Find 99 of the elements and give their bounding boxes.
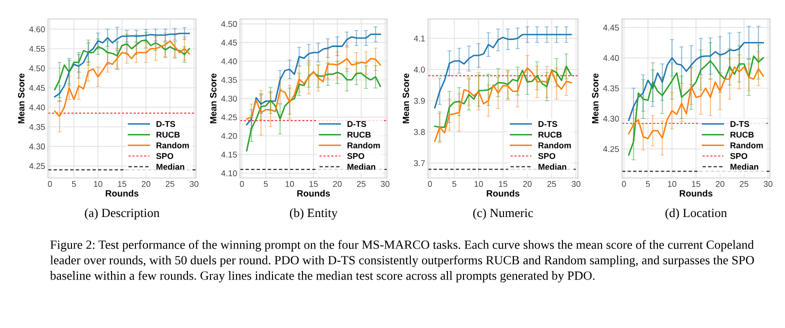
y-tick-label: 4.50: [221, 21, 237, 27]
y-tick-label: 4.10: [221, 170, 237, 176]
x-tick-label: 5: [452, 181, 456, 187]
x-tick-label: 15: [118, 181, 126, 187]
y-tick-label: 3.8: [414, 129, 425, 135]
line-series: [54, 32, 190, 98]
y-tick-label: 4.45: [603, 24, 619, 31]
x-tick-label: 10: [286, 181, 294, 187]
line-series: [628, 66, 764, 140]
y-tick-label: 4.40: [29, 104, 45, 110]
y-tick-label: 4.30: [603, 116, 619, 122]
y-tick-label: 4.40: [603, 55, 619, 61]
x-tick-label: 30: [190, 181, 198, 187]
x-tick-label: 20: [523, 181, 532, 187]
x-tick-label: 30: [380, 181, 390, 187]
legend-label: RUCB: [156, 132, 180, 138]
y-axis-title: Mean Score: [402, 73, 410, 124]
ref-line-label: Median: [156, 164, 184, 170]
ref-line-label: Median: [538, 164, 566, 170]
y-tick-label: 4.30: [221, 96, 237, 102]
text: (d) Location: [665, 208, 727, 220]
y-tick-label: 4.25: [221, 114, 237, 120]
x-tick-label: 20: [716, 181, 724, 187]
y-tick-label: 4.15: [221, 152, 237, 158]
x-tick-label: 25: [166, 181, 174, 187]
ref-line-label: Median: [348, 164, 376, 170]
y-axis-title: Mean Score: [210, 73, 216, 124]
x-axis-title: Rounds: [680, 190, 712, 197]
y-tick-label: 4.25: [29, 163, 45, 169]
x-tick-label: 25: [357, 181, 366, 187]
legend-label: Random: [730, 142, 763, 148]
y-tick-label: 4.35: [29, 124, 45, 130]
x-axis-title: Rounds: [297, 190, 330, 197]
legend-label: RUCB: [348, 132, 371, 138]
x-axis-title: Rounds: [106, 190, 138, 197]
legend-label: D-TS: [156, 121, 176, 127]
x-tick-label: 10: [668, 181, 676, 187]
x-tick-label: 20: [333, 181, 342, 187]
x-tick-label: 15: [692, 181, 700, 187]
x-tick-label: 0: [48, 181, 52, 187]
y-tick-label: 4.30: [29, 144, 45, 150]
legend-label: Random: [538, 142, 571, 148]
y-tick-label: 4.0: [414, 66, 425, 73]
legend-label: SPO: [156, 153, 174, 159]
x-tick-label: 10: [94, 181, 102, 187]
y-tick-label: 4.40: [221, 58, 237, 64]
text: (a) Description: [84, 208, 160, 220]
x-tick-label: 0: [428, 181, 432, 187]
x-tick-label: 0: [622, 181, 626, 187]
y-tick-label: 4.35: [221, 77, 237, 83]
legend-label: SPO: [347, 153, 364, 159]
y-tick-label: 3.7: [414, 160, 425, 166]
y-tick-label: 4.20: [221, 133, 237, 139]
legend-label: D-TS: [730, 121, 750, 127]
x-tick-label: 10: [474, 181, 483, 187]
legend-label: Random: [348, 142, 380, 148]
x-tick-label: 15: [310, 181, 318, 187]
legend-label: RUCB: [730, 132, 754, 138]
line-series: [54, 40, 190, 117]
x-tick-label: 5: [264, 181, 268, 187]
line-series: [246, 72, 382, 152]
x-tick-label: 25: [547, 181, 556, 187]
line-series: [628, 42, 764, 122]
line-series: [54, 39, 190, 90]
y-tick-label: 4.1: [414, 36, 425, 42]
legend-label: SPO: [730, 153, 748, 159]
y-tick-label: 4.55: [29, 46, 45, 52]
legend-label: RUCB: [538, 132, 562, 138]
legend-label: D-TS: [538, 121, 558, 127]
caption: Figure 2: Test performance of the winning prompt on the four MS-MARCO tasks. Each curve shows the mean score of the current Copeland leader over rounds, with 50 duels per round. PDO with D-TS consistently outperforms RUCB and Random sampling, and surpasses the SPO baseline within a few rounds. Gray lines indicate the median test score across all prompts generated by PDO.: [50, 240, 754, 282]
x-tick-label: 0: [240, 181, 244, 187]
y-tick-label: 4.45: [29, 85, 45, 91]
y-tick-label: 4.25: [603, 146, 619, 152]
y-tick-label: 3.9: [414, 98, 425, 104]
y-axis-title: Mean Score: [18, 73, 24, 124]
text: (c) Numeric: [473, 208, 533, 220]
ref-line-label: Median: [730, 164, 758, 170]
line-series: [246, 34, 382, 126]
line-series: [246, 58, 382, 120]
x-tick-label: 30: [572, 181, 580, 187]
y-tick-label: 4.35: [603, 85, 619, 92]
y-axis-title: Mean Score: [592, 73, 598, 124]
y-tick-label: 4.50: [29, 65, 45, 72]
x-tick-label: 25: [740, 181, 748, 187]
text: (b) Entity: [290, 208, 338, 220]
y-tick-label: 4.60: [29, 26, 45, 32]
y-tick-label: 4.45: [221, 40, 237, 46]
legend-label: SPO: [538, 153, 556, 159]
legend-label: Random: [156, 142, 189, 148]
x-tick-label: 15: [499, 181, 508, 187]
x-axis-title: Rounds: [486, 190, 520, 197]
legend-label: D-TS: [348, 121, 366, 127]
line-series: [434, 66, 572, 128]
line-series: [434, 67, 572, 142]
line-series: [434, 34, 572, 109]
x-tick-label: 20: [142, 181, 150, 187]
x-tick-label: 30: [764, 181, 772, 187]
x-tick-label: 5: [72, 181, 76, 187]
x-tick-label: 5: [646, 181, 650, 187]
